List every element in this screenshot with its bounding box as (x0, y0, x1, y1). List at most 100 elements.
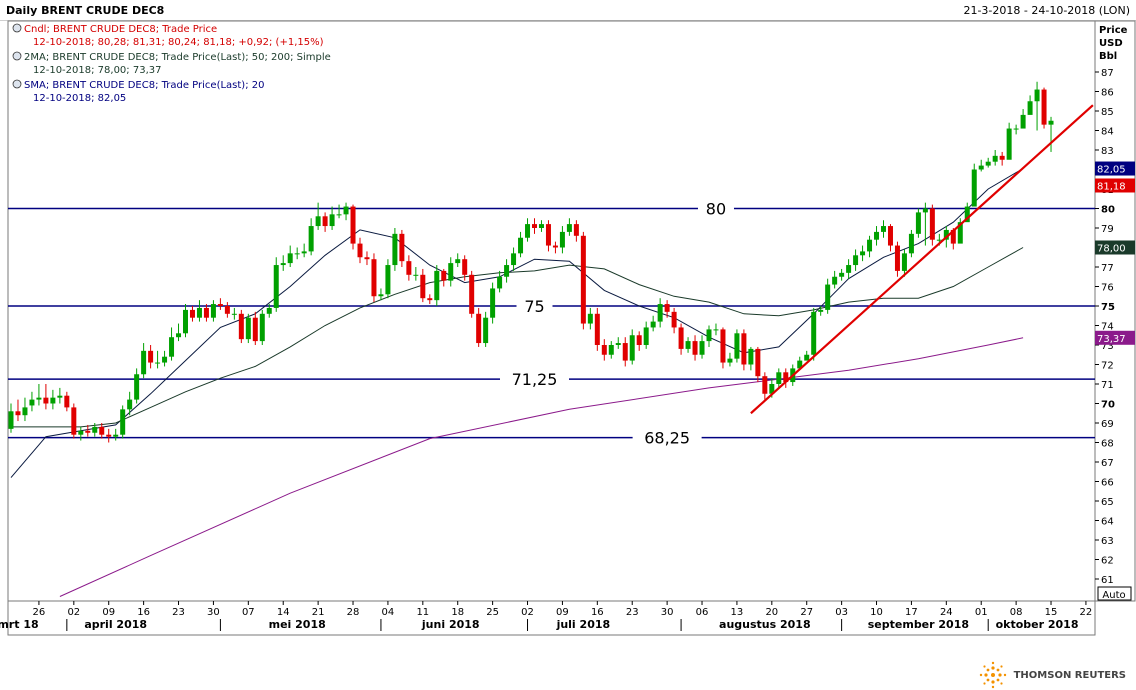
legend-toggle-icon[interactable] (12, 79, 22, 89)
candle-body[interactable] (169, 337, 175, 357)
candle-body[interactable] (8, 411, 14, 429)
candle-body[interactable] (769, 384, 775, 394)
candle-body[interactable] (957, 222, 963, 244)
candle-body[interactable] (538, 224, 544, 228)
candle-body[interactable] (15, 411, 21, 416)
candle-body[interactable] (867, 239, 873, 252)
candle-body[interactable] (50, 397, 56, 404)
candle-body[interactable] (741, 333, 747, 365)
candle-body[interactable] (1041, 89, 1047, 125)
candle-body[interactable] (678, 327, 684, 349)
candle-body[interactable] (713, 329, 719, 331)
candle-body[interactable] (490, 288, 496, 318)
candle-body[interactable] (525, 224, 531, 238)
candle-body[interactable] (266, 307, 272, 314)
candle-body[interactable] (650, 321, 656, 328)
candle-body[interactable] (936, 239, 942, 241)
candle-body[interactable] (985, 161, 991, 166)
candle-body[interactable] (671, 311, 677, 328)
candle-body[interactable] (1027, 101, 1033, 115)
candle-body[interactable] (455, 259, 461, 264)
candle-body[interactable] (825, 284, 831, 310)
candle-body[interactable] (518, 237, 524, 254)
candle-body[interactable] (943, 229, 949, 240)
candle-body[interactable] (783, 372, 789, 383)
candle-body[interactable] (706, 329, 712, 342)
candle-body[interactable] (608, 345, 614, 355)
candle-body[interactable] (392, 233, 398, 266)
candle-body[interactable] (343, 206, 349, 215)
candle-body[interactable] (99, 426, 105, 435)
candle-body[interactable] (399, 233, 405, 262)
candle-body[interactable] (217, 304, 223, 306)
candle-body[interactable] (434, 270, 440, 301)
candle-body[interactable] (106, 434, 112, 437)
candle-body[interactable] (252, 317, 258, 342)
candle-body[interactable] (978, 165, 984, 170)
candle-body[interactable] (832, 276, 838, 285)
candle-body[interactable] (755, 348, 761, 377)
candle-body[interactable] (413, 274, 419, 276)
candle-body[interactable] (420, 274, 426, 299)
candle-body[interactable] (999, 155, 1005, 160)
candle-body[interactable] (699, 341, 705, 355)
candle-body[interactable] (196, 307, 202, 318)
candle-body[interactable] (874, 231, 880, 240)
candle-body[interactable] (406, 261, 412, 275)
candle-body[interactable] (1048, 120, 1054, 125)
candle-body[interactable] (908, 233, 914, 254)
candle-body[interactable] (64, 395, 70, 408)
candle-body[interactable] (301, 251, 307, 254)
candle-body[interactable] (224, 306, 230, 314)
candle-body[interactable] (162, 356, 168, 363)
candle-body[interactable] (573, 224, 579, 236)
candle-body[interactable] (29, 399, 35, 406)
candle-body[interactable] (734, 333, 740, 359)
candle-body[interactable] (811, 311, 817, 355)
candle-body[interactable] (203, 307, 209, 318)
legend-toggle-icon[interactable] (12, 51, 22, 61)
candle-body[interactable] (231, 313, 237, 315)
candle-body[interactable] (36, 397, 42, 400)
candle-body[interactable] (552, 245, 558, 248)
candle-body[interactable] (462, 259, 468, 275)
candle-body[interactable] (43, 397, 49, 404)
candle-body[interactable] (57, 395, 63, 398)
candle-body[interactable] (720, 329, 726, 363)
candle-body[interactable] (273, 265, 279, 308)
candle-body[interactable] (594, 313, 600, 345)
candle-body[interactable] (657, 304, 663, 322)
candle-body[interactable] (532, 224, 537, 228)
candle-body[interactable] (622, 343, 628, 361)
candle-body[interactable] (860, 251, 866, 256)
candle-body[interactable] (545, 224, 551, 246)
candle-body[interactable] (894, 245, 900, 271)
candle-body[interactable] (804, 354, 810, 361)
candle-body[interactable] (71, 407, 77, 435)
candle-body[interactable] (238, 313, 244, 340)
candle-body[interactable] (245, 317, 251, 340)
candle-body[interactable] (148, 350, 154, 363)
candle-body[interactable] (727, 358, 733, 363)
candle-body[interactable] (371, 259, 377, 297)
candle-body[interactable] (615, 343, 621, 345)
candle-body[interactable] (580, 235, 586, 324)
candle-body[interactable] (315, 216, 321, 227)
candle-body[interactable] (364, 257, 370, 260)
candle-body[interactable] (189, 309, 195, 318)
candle-body[interactable] (308, 226, 314, 252)
candle-body[interactable] (378, 294, 384, 297)
price-chart[interactable]: 80 75 71,25 68,25 Price USD Bbl 61 62 63 64 65 66 67… (0, 0, 1136, 655)
candle-body[interactable] (427, 298, 433, 301)
candle-body[interactable] (881, 226, 886, 232)
candle-body[interactable] (566, 224, 572, 232)
candle-body[interactable] (601, 345, 607, 355)
candle-body[interactable] (441, 270, 447, 281)
candle-body[interactable] (127, 399, 133, 410)
candle-body[interactable] (511, 253, 517, 266)
candle-body[interactable] (259, 313, 265, 342)
auto-scale-button[interactable] (1097, 586, 1132, 601)
candle-body[interactable] (818, 309, 824, 312)
candle-body[interactable] (141, 350, 147, 375)
candle-body[interactable] (497, 276, 503, 289)
